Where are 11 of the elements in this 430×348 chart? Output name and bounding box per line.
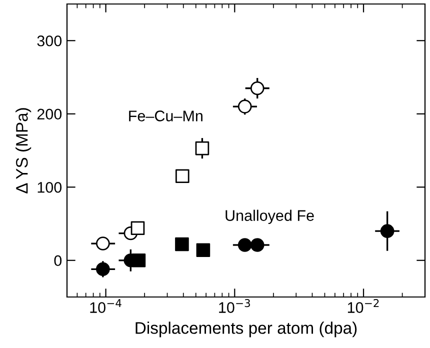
x-axis-title: Displacements per atom (dpa) — [136, 322, 357, 338]
y-axis-title: Δ YS (MPa) — [16, 108, 32, 194]
x-tick-label: 10$^{−4}$ — [90, 299, 122, 313]
y-tick-label: 200 — [37, 108, 62, 120]
y-tick-label: 0 — [54, 255, 62, 266]
y-tick-label: 100 — [38, 182, 62, 193]
x-tick-label: 10$^{−3}$ — [219, 299, 250, 313]
annotation: Fe–Cu–Mn — [129, 110, 202, 122]
x-tick-label: 10$^{−2}$ — [348, 299, 379, 313]
y-tick-label: 300 — [37, 35, 62, 46]
annotation: Unalloyed Fe — [226, 210, 314, 224]
